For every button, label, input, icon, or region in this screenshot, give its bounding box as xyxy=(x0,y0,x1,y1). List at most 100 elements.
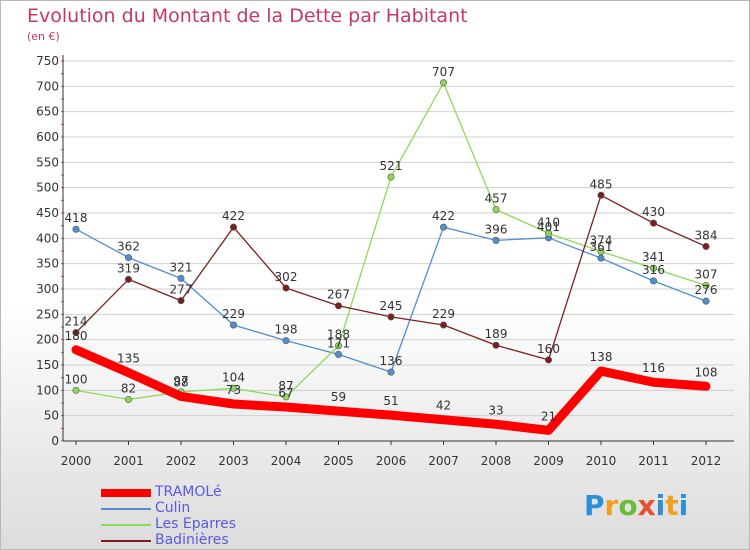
data-label: 321 xyxy=(170,260,193,274)
data-point xyxy=(230,321,238,329)
data-point xyxy=(125,254,133,262)
legend-swatch xyxy=(101,508,151,510)
data-label: 21 xyxy=(541,409,556,423)
data-label: 302 xyxy=(275,270,298,284)
data-point xyxy=(387,173,395,181)
data-label: 410 xyxy=(537,215,560,229)
data-point xyxy=(334,350,342,358)
data-label: 198 xyxy=(275,323,298,337)
data-label: 430 xyxy=(642,205,665,219)
y-tick-label: 650 xyxy=(36,105,59,119)
y-tick-label: 700 xyxy=(36,79,59,93)
data-label: 277 xyxy=(170,283,193,297)
data-label: 422 xyxy=(432,209,455,223)
x-tick-label: 2009 xyxy=(533,454,564,468)
data-point xyxy=(597,248,605,256)
data-point xyxy=(649,264,657,272)
y-tick-label: 0 xyxy=(51,434,59,448)
x-tick-label: 2005 xyxy=(323,454,354,468)
data-label: 707 xyxy=(432,65,455,79)
x-tick-label: 2008 xyxy=(481,454,512,468)
data-point xyxy=(387,313,395,321)
data-label: 180 xyxy=(65,329,88,343)
data-label: 82 xyxy=(121,381,136,395)
data-label: 245 xyxy=(380,299,403,313)
x-tick-label: 2000 xyxy=(61,454,92,468)
data-label: 276 xyxy=(695,283,718,297)
data-point xyxy=(492,236,500,244)
y-tick-label: 50 xyxy=(44,409,59,423)
x-axis: 2000 2001 2002 2003 2004 2005 2006 2007 2008 2009… xyxy=(61,440,734,468)
data-label: 189 xyxy=(485,327,508,341)
legend-label: Les Eparres xyxy=(155,516,237,532)
data-point xyxy=(72,225,80,233)
data-label: 341 xyxy=(642,250,665,264)
data-point xyxy=(702,242,710,250)
data-point xyxy=(439,321,447,329)
data-label: 73 xyxy=(226,383,241,397)
data-point xyxy=(177,297,185,305)
data-label: 319 xyxy=(117,261,140,275)
data-label: 51 xyxy=(383,394,398,408)
series-line-4 xyxy=(75,194,707,361)
data-label: 171 xyxy=(327,336,350,350)
legend-swatch xyxy=(101,524,151,526)
data-point xyxy=(177,274,185,282)
data-point xyxy=(544,229,552,237)
y-tick-label: 300 xyxy=(36,282,59,296)
data-point xyxy=(282,284,290,292)
data-point xyxy=(649,219,657,227)
data-point xyxy=(439,223,447,231)
data-label: 108 xyxy=(695,365,718,379)
data-label: 87 xyxy=(278,379,293,393)
data-label: 307 xyxy=(695,267,718,281)
x-tick-label: 2003 xyxy=(218,454,249,468)
y-tick-label: 250 xyxy=(36,307,59,321)
data-label: 316 xyxy=(642,263,665,277)
data-label: 116 xyxy=(642,361,665,375)
x-tick-label: 2006 xyxy=(376,454,407,468)
data-label: 401 xyxy=(537,220,560,234)
data-label: 160 xyxy=(537,342,560,356)
y-tick-label: 500 xyxy=(36,181,59,195)
x-tick-label: 2004 xyxy=(271,454,302,468)
data-label: 104 xyxy=(222,370,245,384)
data-label: 229 xyxy=(432,307,455,321)
x-tick-label: 2010 xyxy=(586,454,617,468)
data-label: 457 xyxy=(485,191,508,205)
data-label: 418 xyxy=(65,211,88,225)
data-point xyxy=(439,79,447,87)
data-label: 229 xyxy=(222,307,245,321)
legend-swatch xyxy=(101,489,151,497)
data-label: 396 xyxy=(485,222,508,236)
data-point xyxy=(72,386,80,394)
data-label: 138 xyxy=(590,350,613,364)
y-axis: 0 50 100 150 200 250 300 350 400 450 500 550 600 650 7… xyxy=(36,54,64,448)
data-point xyxy=(125,275,133,283)
data-point xyxy=(230,384,238,392)
data-label: 422 xyxy=(222,209,245,223)
data-label: 374 xyxy=(590,234,613,248)
legend-label: Badinières xyxy=(155,532,229,548)
data-point xyxy=(492,341,500,349)
data-point xyxy=(387,368,395,376)
data-label: 33 xyxy=(488,403,503,417)
y-tick-label: 200 xyxy=(36,333,59,347)
y-tick-label: 150 xyxy=(36,358,59,372)
data-point xyxy=(702,297,710,305)
y-tick-label: 100 xyxy=(36,383,59,397)
data-label: 521 xyxy=(380,159,403,173)
data-point xyxy=(597,191,605,199)
data-label: 267 xyxy=(327,288,350,302)
data-point xyxy=(230,223,238,231)
x-tick-label: 2007 xyxy=(428,454,459,468)
data-label: 136 xyxy=(380,354,403,368)
x-tick-label: 2012 xyxy=(691,454,722,468)
data-point xyxy=(72,329,80,337)
data-label: 42 xyxy=(436,399,451,413)
data-label: 59 xyxy=(331,390,346,404)
x-tick-label: 2001 xyxy=(113,454,144,468)
x-tick-label: 2011 xyxy=(638,454,669,468)
data-label: 361 xyxy=(590,240,613,254)
